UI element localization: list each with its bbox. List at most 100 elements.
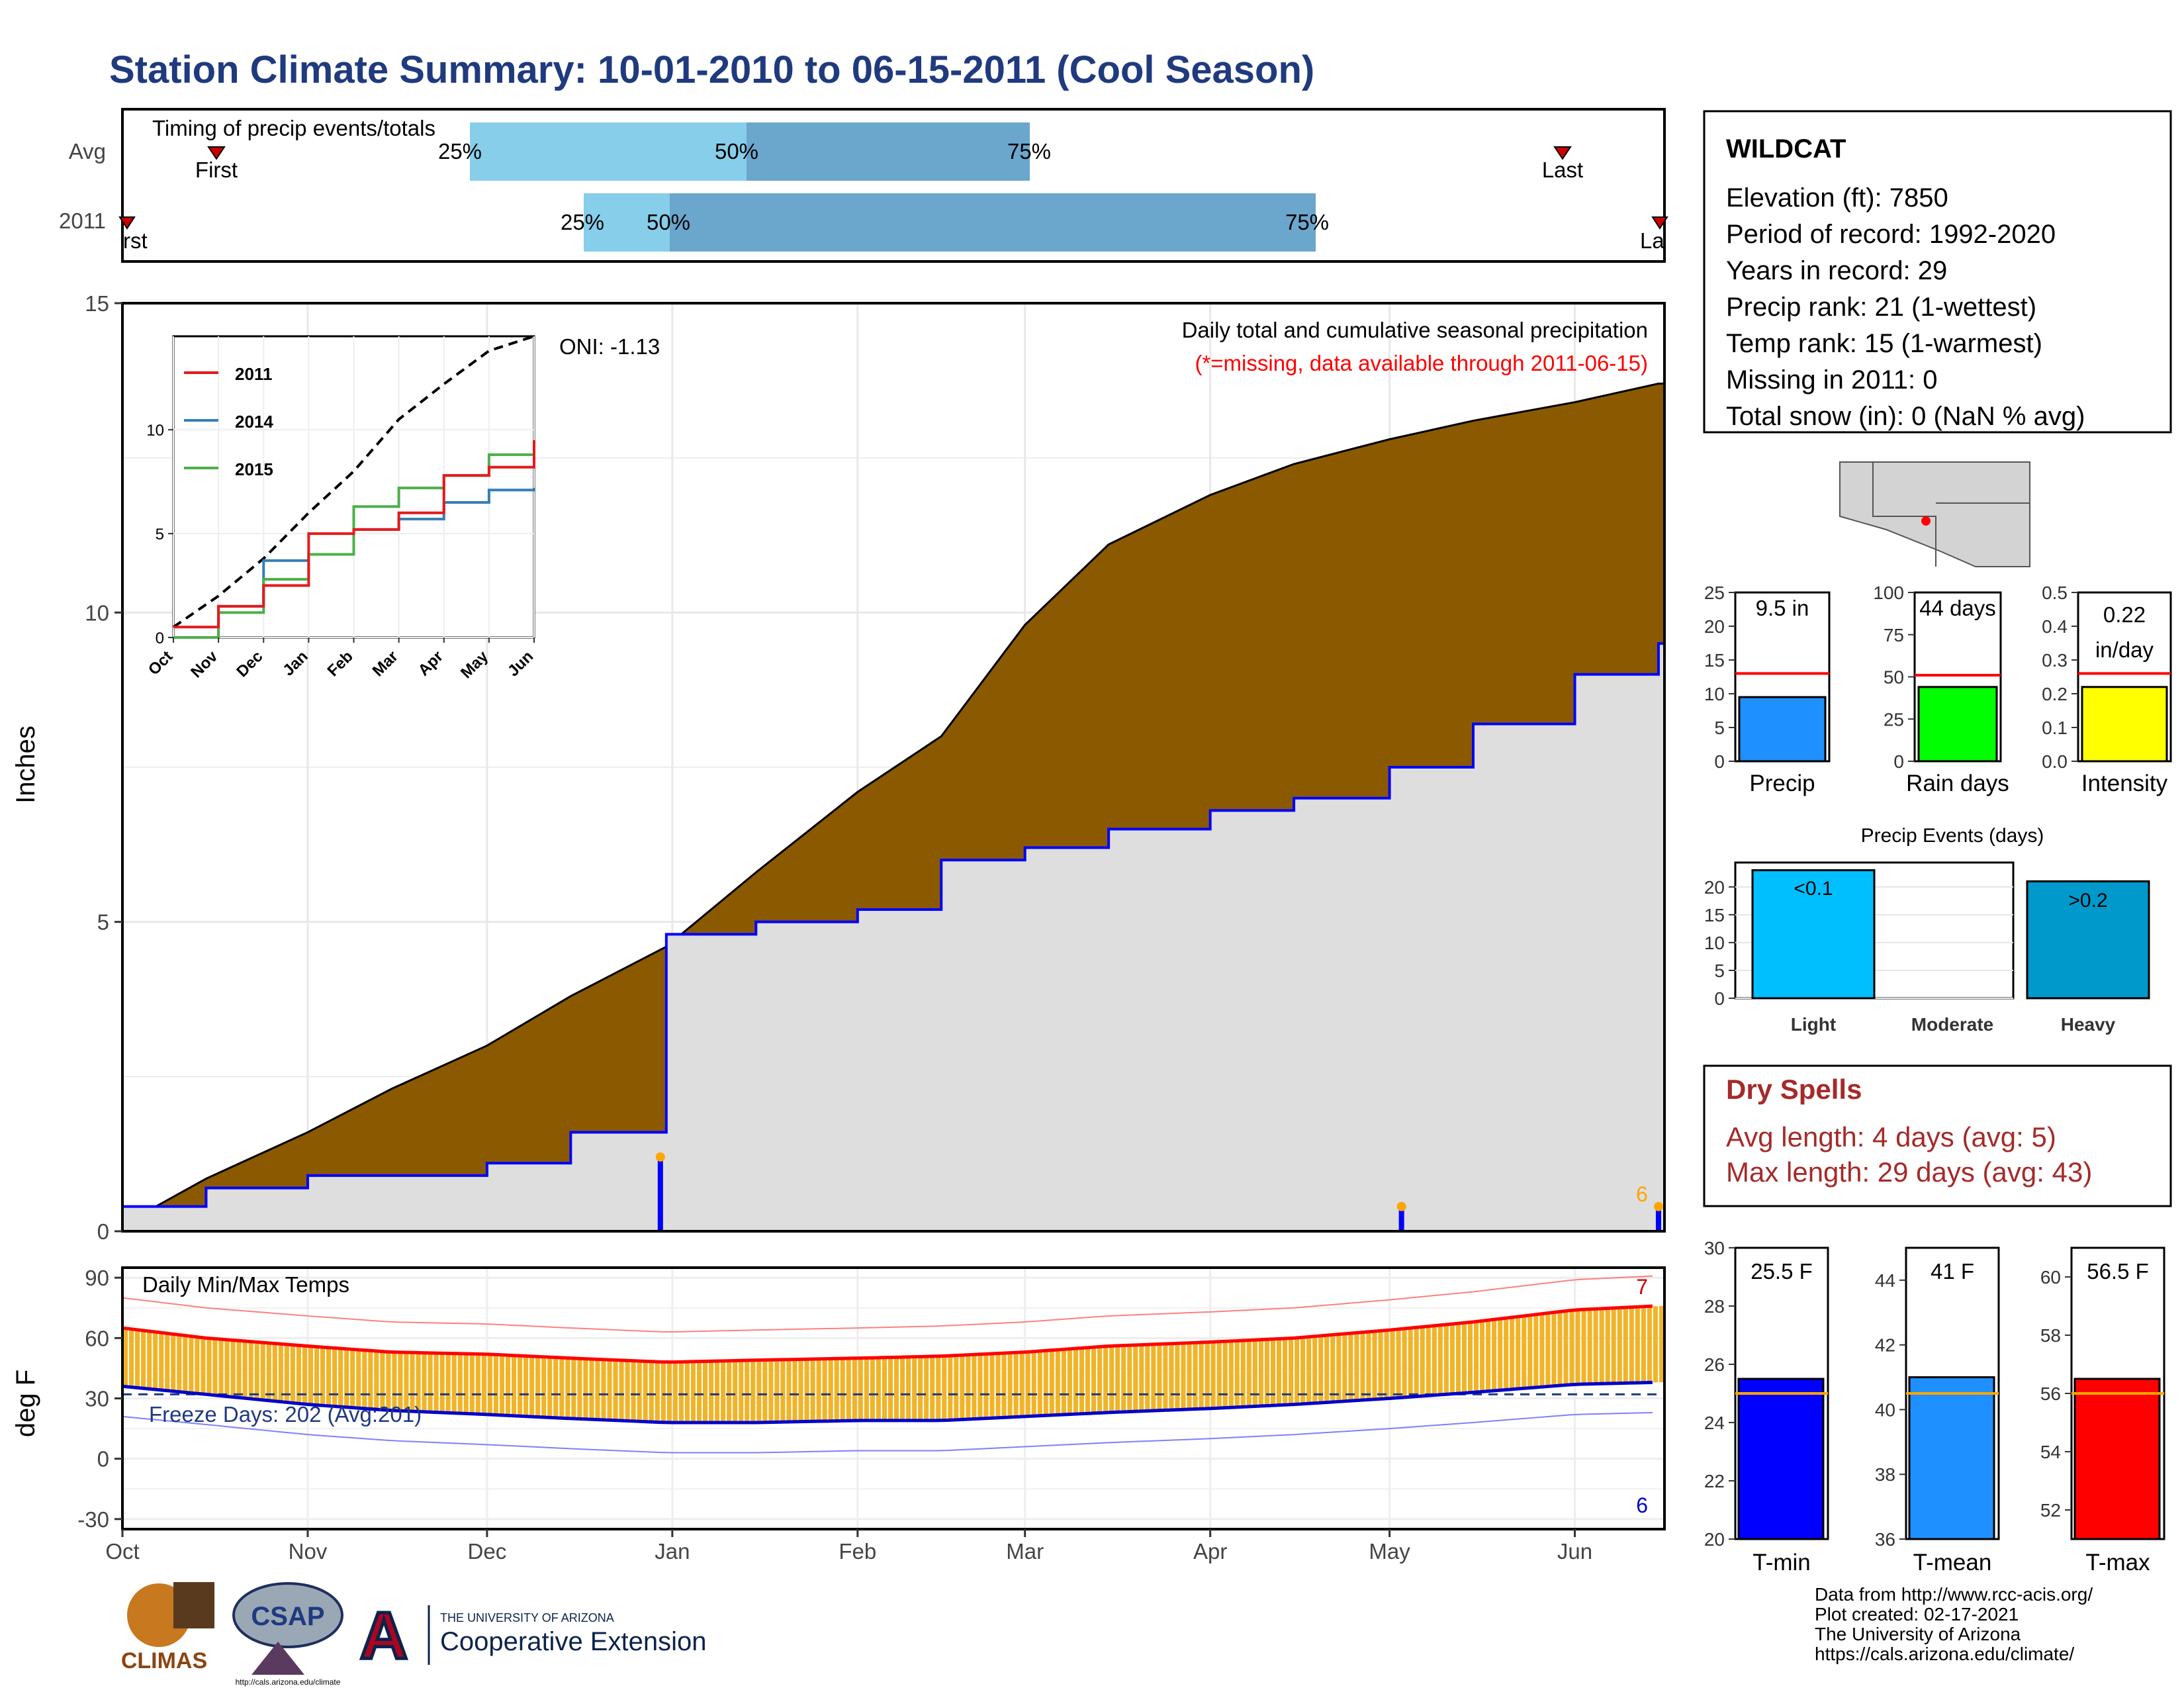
daily-temp-bar	[1037, 1351, 1042, 1416]
summary-ytick-label: 25	[1704, 583, 1725, 603]
rain-days-panel: 44 days Rain days 0 25 50 75 100	[1873, 583, 2009, 796]
daily-temp-bar	[1295, 1338, 1300, 1405]
record-min-line	[122, 1411, 1653, 1454]
daily-temp-bar	[989, 1354, 995, 1419]
temp-y-label: deg F	[11, 1370, 40, 1437]
temp-ytick-label: -30	[77, 1507, 109, 1532]
daily-temp-bar	[978, 1354, 983, 1419]
daily-temp-bar	[1402, 1329, 1407, 1398]
precip-chart-title: Daily total and cumulative seasonal prec…	[1182, 318, 1648, 342]
daily-temp-bar	[1599, 1309, 1604, 1384]
daily-temp-bar	[1025, 1352, 1030, 1417]
daily-temp-bar	[1581, 1309, 1586, 1385]
first-marker-2011-icon	[118, 216, 136, 230]
daily-temp-bar	[248, 1341, 253, 1399]
daily-temp-bar	[356, 1349, 361, 1408]
daily-temp-bar	[541, 1356, 547, 1417]
daily-temp-bar	[828, 1358, 833, 1421]
daily-temp-bar	[499, 1354, 504, 1415]
tmax-panel: 56.5 F T-max 52 54 56 58 60	[2040, 1246, 2165, 1575]
events-bar-label-heavy: >0.2	[2068, 890, 2107, 912]
summary-ytick-label: 5	[1714, 718, 1725, 738]
inset-2011-line	[173, 440, 535, 629]
locator-map	[1839, 461, 2030, 567]
summary-ytick-label: 10	[1704, 684, 1725, 704]
summary-ytick-label: 28	[1704, 1296, 1725, 1317]
daily-temp-bar	[1432, 1326, 1437, 1395]
summary-ytick-label: 0	[1714, 751, 1725, 772]
precip-event-dot	[1653, 1201, 1663, 1211]
daily-temp-bar	[463, 1353, 469, 1414]
daily-temp-bar	[278, 1343, 283, 1402]
daily-temp-bar	[1007, 1352, 1013, 1418]
daily-temp-bar	[475, 1354, 480, 1415]
daily-precip-bar	[1655, 1206, 1661, 1231]
events-bar	[2026, 880, 2150, 1000]
temp-top-count: 7	[1636, 1275, 1648, 1299]
daily-temp-bar	[655, 1362, 660, 1423]
intensity-axis: 0.0 0.1 0.2 0.3 0.4 0.5	[2042, 583, 2078, 772]
daily-temp-bar	[672, 1362, 678, 1423]
station-name: WILDCAT	[1726, 134, 1846, 164]
daily-temp-bar	[619, 1360, 624, 1421]
daily-temp-bar	[1187, 1342, 1192, 1410]
daily-temp-bar	[1234, 1340, 1240, 1407]
daily-temp-bar	[846, 1358, 851, 1421]
daily-temp-bar	[900, 1357, 905, 1421]
tmin-label: T-min	[1752, 1550, 1811, 1575]
timing-2011-q75: 75%	[1285, 210, 1329, 234]
daily-temp-bar	[1545, 1313, 1551, 1387]
daily-temp-bar	[445, 1353, 451, 1413]
daily-temp-bar	[433, 1352, 439, 1413]
daily-temp-bar	[583, 1358, 588, 1419]
events-cat-heavy: Heavy	[2061, 1014, 2116, 1035]
station-location-icon	[1921, 516, 1931, 526]
daily-temp-bar	[1516, 1317, 1521, 1389]
daily-temp-bar	[1647, 1306, 1652, 1383]
daily-temp-bar	[1474, 1322, 1479, 1393]
daily-temp-bar	[218, 1338, 224, 1396]
summary-ytick-label: 38	[1875, 1464, 1895, 1485]
daily-temp-bar	[894, 1357, 899, 1421]
daily-temp-bar	[481, 1354, 486, 1415]
daily-temp-bar	[380, 1351, 385, 1410]
dry-spells-avg: Avg length: 4 days (avg: 5)	[1726, 1121, 2056, 1152]
timing-avg-q25: 25%	[438, 139, 482, 164]
precip-event-dot	[1396, 1201, 1406, 1211]
daily-precip-bars	[657, 1156, 1661, 1231]
dry-spells-title: Dry Spells	[1726, 1074, 1862, 1105]
daily-temp-bar	[451, 1353, 457, 1413]
daily-temp-bar	[1492, 1319, 1497, 1391]
timing-avg-25-50	[470, 122, 747, 181]
daily-temp-bar	[1348, 1333, 1353, 1401]
intensity-panel: 0.22 in/day Intensity 0.0 0.1 0.2 0.3 0.4 0.5	[2042, 583, 2172, 796]
timing-panel: Timing of precip events/totals Avg 2011 …	[59, 108, 1668, 263]
daily-temp-bar	[1617, 1307, 1622, 1383]
tmax-value: 56.5 F	[2087, 1259, 2149, 1284]
precip-total-bar	[1738, 696, 1827, 763]
daily-temp-bar	[439, 1353, 445, 1413]
daily-temp-bar	[153, 1331, 158, 1389]
tmin-value: 25.5 F	[1751, 1259, 1813, 1284]
tmax-label: T-max	[2085, 1550, 2150, 1575]
daily-temp-bar	[607, 1360, 612, 1421]
summary-ytick-label: 42	[1875, 1335, 1895, 1356]
daily-temp-bar	[745, 1360, 750, 1423]
daily-precip-bar	[657, 1156, 663, 1231]
daily-temp-bar	[159, 1332, 164, 1390]
daily-temp-bar	[1605, 1308, 1610, 1384]
station-elevation: Elevation (ft): 7850	[1726, 183, 1948, 212]
daily-temp-bar	[523, 1356, 529, 1417]
daily-temp-bar	[284, 1344, 289, 1403]
daily-temp-bar	[1240, 1340, 1246, 1407]
rain-days-value: 44 days	[1919, 596, 1996, 620]
tmin-bar	[1737, 1378, 1825, 1540]
daily-temp-bar	[260, 1342, 265, 1400]
daily-temp-bar	[1414, 1327, 1419, 1397]
daily-temp-bar	[1498, 1319, 1503, 1391]
precip-ytick-label: 5	[97, 910, 109, 935]
record-max-line	[122, 1275, 1653, 1333]
intensity-unit: in/day	[2095, 637, 2154, 662]
daily-temp-bar	[1133, 1345, 1138, 1412]
timing-avg-q50: 50%	[715, 139, 758, 164]
